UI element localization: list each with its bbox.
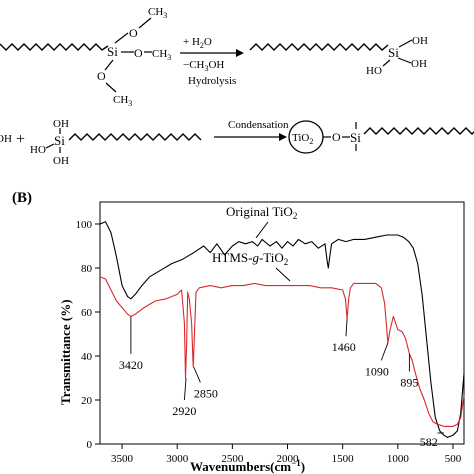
oh-silanol-top: OH [53, 118, 69, 130]
byproduct-methanol: −CH3OH [183, 59, 224, 73]
condition-hydrolysis: Hydrolysis [188, 75, 236, 87]
tio2-label: TiO2 [292, 132, 313, 146]
bond-si-o-bottom [104, 59, 114, 71]
annotation-leader [380, 342, 389, 361]
x-tick-label: 3500 [111, 453, 134, 465]
series-label-original: Original TiO2 [226, 204, 297, 221]
x-tick-label: 500 [445, 453, 462, 465]
alkyl-chain-grafted [363, 127, 474, 135]
alkyl-chain-left [0, 43, 109, 51]
arrow-htms [275, 267, 291, 282]
bond-si-oh-right [397, 57, 412, 64]
bond-si-o-top [114, 32, 129, 44]
si-label-product: Si [388, 45, 399, 60]
y-tick-label: 40 [81, 351, 93, 363]
reagent-water: + H2O [183, 36, 212, 50]
x-tick-label: 1000 [387, 453, 410, 465]
oh-start: OH [0, 133, 12, 145]
peak-label: 1090 [365, 364, 389, 378]
annotation-leader [193, 366, 201, 383]
alkyl-chain-product [249, 43, 389, 51]
panel-label: (B) [12, 190, 32, 206]
series-line-original-tio2 [99, 221, 465, 438]
ch3-bottom: CH3 [113, 94, 132, 108]
si-label-grafted: Si [350, 130, 361, 145]
y-tick-label: 80 [81, 263, 93, 275]
ftir-chart: (B) 0 20 40 60 80 100 3500 3000 2500 2000 1500 100… [12, 190, 465, 474]
series-label-htms: HTMS-g-TiO2 [212, 250, 288, 267]
alkyl-chain-silanol [68, 133, 202, 141]
peak-label: 3420 [119, 358, 143, 372]
o-label-bottom: O [97, 69, 106, 83]
plus-sign: + [16, 131, 25, 148]
arrow-original [255, 221, 269, 239]
bond-o-ch3-top [138, 17, 152, 29]
arrow-condensation-head [279, 133, 287, 141]
arrow-hydrolysis-head [236, 49, 244, 57]
x-axis-ticks: 3500 3000 2500 2000 1500 1000 500 [111, 444, 462, 465]
plot-frame [99, 201, 465, 445]
spectrum-lines [99, 221, 465, 438]
annotation-leader [345, 318, 348, 337]
oh-silanol-bottom: OH [53, 155, 69, 167]
x-tick-label: 3000 [166, 453, 189, 465]
peak-label: 2920 [172, 404, 196, 418]
y-tick-label: 20 [81, 395, 93, 407]
y-axis-ticks: 0 20 40 60 80 100 [76, 219, 100, 451]
y-axis-title: Transmittance (%) [58, 299, 73, 405]
o-label-right: O [134, 46, 143, 60]
o-bridge: O [332, 130, 341, 144]
si-label-silanol: Si [54, 133, 65, 148]
bond-si-ho-left [382, 59, 391, 67]
peak-label: 895 [400, 375, 418, 389]
bond-silanol-ho-left [45, 143, 55, 149]
peak-label: 1460 [332, 340, 356, 354]
oh-top: OH [412, 35, 428, 47]
y-tick-label: 100 [76, 219, 93, 231]
annotation-leader [183, 377, 187, 401]
oh-right: OH [411, 58, 427, 70]
ho-left: HO [366, 65, 382, 77]
si-label: Si [107, 44, 118, 59]
ch3-top: CH3 [148, 6, 167, 20]
y-tick-label: 0 [87, 439, 93, 451]
x-axis-title: Wavenumbers(cm−1) [190, 458, 305, 474]
x-tick-label: 2000 [277, 453, 300, 465]
y-tick-label: 60 [81, 307, 93, 319]
peak-annotations: 3420 2920 2850 1460 1090 895 582 [119, 316, 444, 449]
bond-si-oh-top [398, 39, 413, 48]
o-label-top: O [129, 26, 138, 40]
x-tick-label: 1500 [332, 453, 355, 465]
peak-label: 582 [420, 435, 438, 449]
series-line-htms-g-tio2 [99, 276, 465, 427]
bond-o-ch3-bottom [105, 82, 117, 93]
ch3-right: CH3 [152, 48, 171, 62]
x-tick-label: 2500 [221, 453, 244, 465]
condition-condensation: Condensation [228, 119, 289, 131]
ho-silanol: HO [30, 144, 46, 156]
peak-label: 2850 [194, 386, 218, 400]
reaction-scheme: Si O CH3 O CH3 O CH3 + H2O −CH3OH Hydrol… [0, 6, 474, 167]
